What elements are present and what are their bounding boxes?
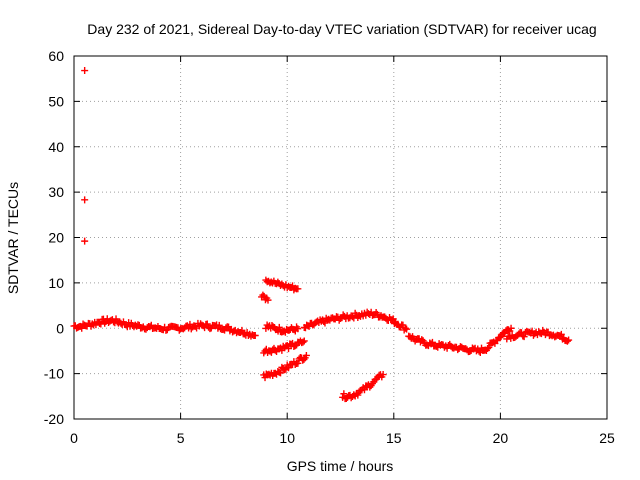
- x-tick-label: 20: [493, 430, 509, 446]
- data-point: [520, 333, 528, 341]
- data-point: [428, 338, 436, 346]
- outlier-point: [81, 67, 89, 75]
- data-point: [565, 336, 573, 344]
- data-point: [294, 359, 302, 367]
- y-tick-label: 10: [48, 275, 64, 291]
- outlier-point: [81, 196, 89, 204]
- x-tick-label: 10: [279, 430, 295, 446]
- series-arc-i: [260, 351, 310, 382]
- data-point: [285, 345, 293, 353]
- series-arc-g: [258, 291, 272, 304]
- y-tick-label: 30: [48, 184, 64, 200]
- data-point: [294, 325, 302, 333]
- chart-title: Day 232 of 2021, Sidereal Day-to-day VTE…: [87, 21, 596, 37]
- data-point: [401, 324, 409, 332]
- data-point: [299, 338, 307, 346]
- y-axis-label: SDTVAR / TECUs: [5, 182, 21, 294]
- data-point: [259, 291, 267, 299]
- data-point: [302, 351, 310, 359]
- data-point: [348, 313, 356, 321]
- y-tick-label: 50: [48, 93, 64, 109]
- series-arc-b: [262, 321, 302, 336]
- data-point: [418, 336, 426, 344]
- x-tick-label: 5: [177, 430, 185, 446]
- series-arc-f: [262, 276, 302, 294]
- data-point: [484, 345, 492, 353]
- data-point: [507, 324, 515, 332]
- y-tick-label: -10: [44, 366, 64, 382]
- data-point: [485, 343, 493, 351]
- series-arc-e: [503, 326, 573, 345]
- data-point: [291, 342, 299, 350]
- outlier-point: [81, 237, 89, 245]
- data-point: [379, 371, 387, 379]
- data-point: [97, 320, 105, 328]
- axis-ticks: 0 5 10 15 20 25 -20 -10 0 10 20 30 40 50 60: [44, 48, 615, 446]
- series-arc-c: [300, 308, 411, 334]
- data-point: [563, 337, 571, 345]
- y-tick-label: 60: [48, 48, 64, 64]
- data-point: [340, 390, 348, 398]
- data-point: [557, 330, 565, 338]
- data-point: [275, 323, 283, 331]
- data-point: [339, 311, 347, 319]
- grid: [74, 56, 607, 419]
- data-point: [360, 386, 368, 394]
- data-point: [238, 326, 246, 334]
- x-tick-label: 25: [599, 430, 615, 446]
- data-point: [215, 321, 223, 329]
- plot-frame: [73, 55, 608, 420]
- data-point: [300, 337, 308, 345]
- data-point: [366, 383, 374, 391]
- y-tick-label: 20: [48, 230, 64, 246]
- series-arc-h: [260, 337, 308, 357]
- data-point: [354, 391, 362, 399]
- data-point: [251, 332, 259, 340]
- series-arc-j: [339, 371, 387, 403]
- data-points: [70, 67, 573, 403]
- data-point: [285, 364, 293, 372]
- x-axis-label: GPS time / hours: [287, 458, 394, 474]
- y-tick-label: 40: [48, 139, 64, 155]
- data-point: [403, 325, 411, 333]
- series-main-arc: [70, 315, 259, 340]
- data-point: [300, 355, 308, 363]
- x-tick-label: 0: [70, 430, 78, 446]
- y-tick-label: 0: [56, 320, 64, 336]
- x-tick-label: 15: [386, 430, 402, 446]
- data-point: [388, 316, 396, 324]
- series-arc-d: [405, 324, 515, 357]
- data-point: [203, 320, 211, 328]
- data-point: [466, 348, 474, 356]
- data-point: [294, 285, 302, 293]
- y-tick-label: -20: [44, 411, 64, 427]
- data-point: [264, 296, 272, 304]
- data-point: [389, 315, 397, 323]
- data-point: [277, 369, 285, 377]
